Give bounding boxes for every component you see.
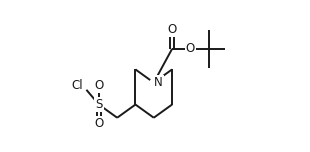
Text: O: O	[167, 23, 177, 36]
Text: O: O	[94, 117, 104, 130]
Text: O: O	[186, 42, 195, 55]
Text: N: N	[154, 76, 163, 89]
Text: S: S	[95, 98, 103, 111]
Text: Cl: Cl	[71, 79, 83, 92]
Text: O: O	[94, 79, 104, 92]
